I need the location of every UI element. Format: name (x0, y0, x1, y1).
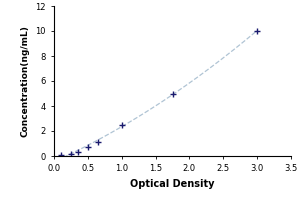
X-axis label: Optical Density: Optical Density (130, 179, 215, 189)
Y-axis label: Concentration(ng/mL): Concentration(ng/mL) (21, 25, 30, 137)
